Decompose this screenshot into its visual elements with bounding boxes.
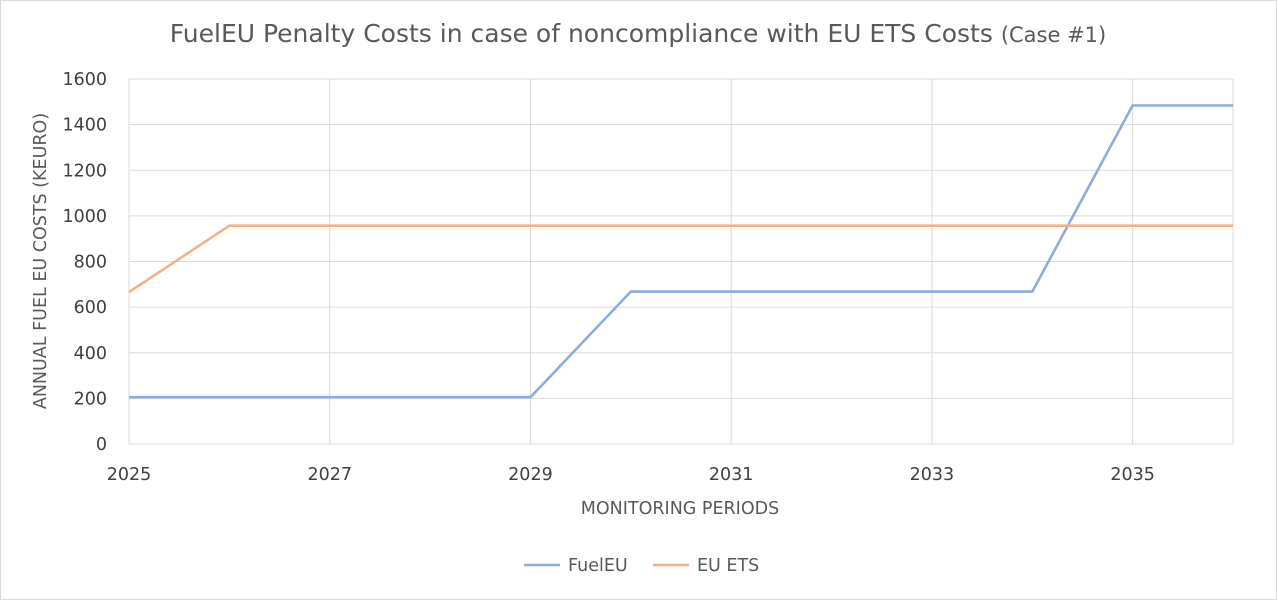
series-line-fueleu [129, 104, 1233, 399]
x-tick-label: 2025 [107, 465, 152, 485]
y-tick-label: 1400 [62, 116, 107, 136]
chart-title-suffix: (Case #1) [1001, 23, 1106, 47]
y-tick-label: 600 [74, 298, 107, 318]
y-tick-label: 800 [74, 253, 107, 273]
legend-label-fueleu: FuelEU [568, 556, 628, 576]
gridlines [128, 78, 1234, 445]
legend: FuelEU EU ETS [524, 556, 759, 576]
y-tick-label: 1600 [62, 70, 107, 90]
series-line-eu-ets [128, 224, 1233, 294]
chart-title: FuelEU Penalty Costs in case of noncompl… [170, 19, 1106, 48]
x-tick-label: 2027 [307, 465, 352, 485]
x-tick-label: 2031 [709, 465, 754, 485]
chart-title-main: FuelEU Penalty Costs in case of noncompl… [170, 19, 993, 48]
y-axis-title: ANNUAL FUEL EU COSTS (KEURO) [31, 113, 51, 409]
legend-label-eu-ets: EU ETS [697, 556, 759, 576]
y-tick-label: 1200 [62, 161, 107, 181]
y-tick-label: 200 [74, 389, 107, 409]
x-axis-title: MONITORING PERIODS [581, 499, 779, 519]
y-axis-ticks: 0 200 400 600 800 1000 1200 1400 1600 [62, 70, 107, 455]
y-tick-label: 0 [96, 435, 107, 455]
series-lines [128, 104, 1233, 399]
y-tick-label: 400 [74, 344, 107, 364]
x-axis-ticks: 2025 2027 2029 2031 2033 2035 [107, 465, 1155, 485]
x-tick-label: 2033 [910, 465, 955, 485]
x-tick-label: 2035 [1110, 465, 1155, 485]
x-tick-label: 2029 [508, 465, 553, 485]
y-tick-label: 1000 [62, 207, 107, 227]
